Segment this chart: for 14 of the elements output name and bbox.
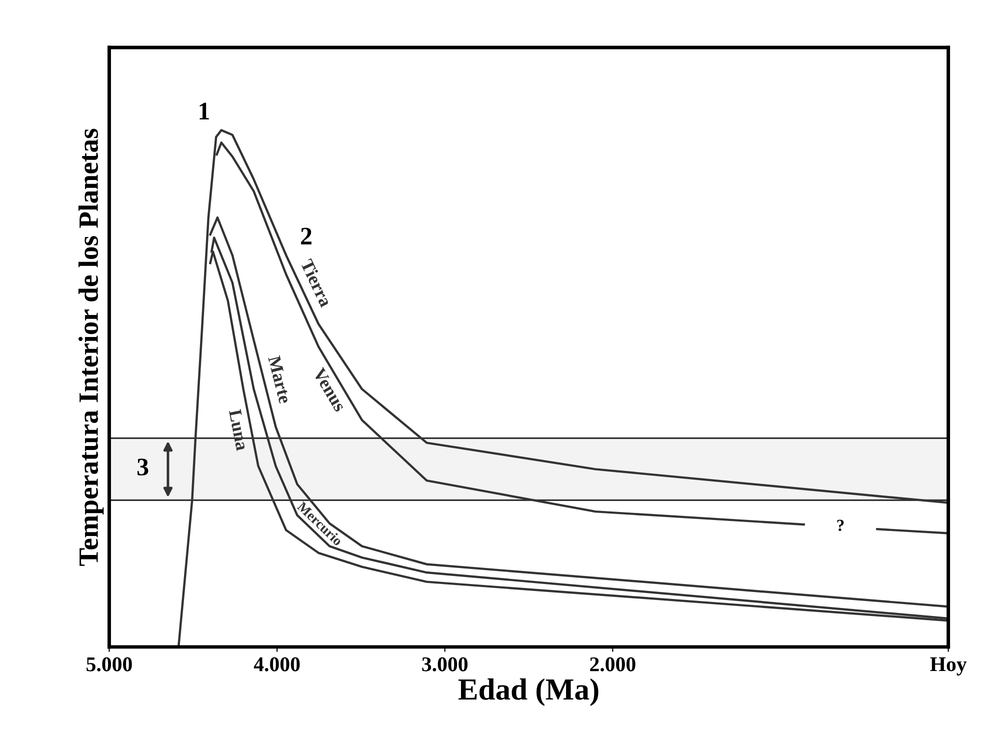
x-tick-label: 5.000 bbox=[86, 657, 132, 672]
x-axis-title: Edad (Ma) bbox=[458, 678, 598, 706]
annotation: ? bbox=[837, 520, 844, 532]
annotation: 2 bbox=[301, 228, 312, 244]
x-tick-label: 4.000 bbox=[254, 657, 300, 672]
text: Marte bbox=[268, 355, 292, 404]
x-tick-label: 3.000 bbox=[422, 657, 468, 672]
text: Tierra bbox=[300, 258, 333, 308]
text: Luna bbox=[228, 408, 248, 452]
annotation: 1 bbox=[200, 102, 209, 120]
x-tick-label: 2.000 bbox=[590, 657, 636, 672]
band-label: 3 bbox=[137, 458, 148, 476]
x-tick-label: Hoy bbox=[930, 657, 967, 676]
y-axis-title: Temperatura Interior de los Planetas bbox=[78, 128, 104, 566]
